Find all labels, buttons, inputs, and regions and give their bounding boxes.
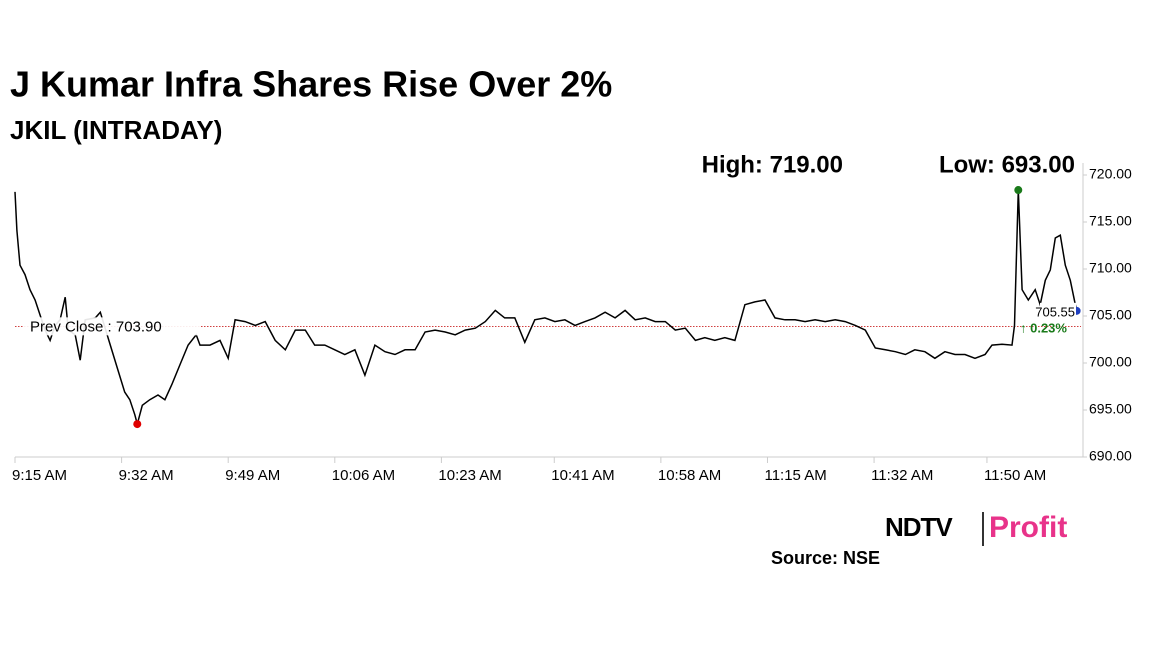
x-tick-label: 9:32 AM <box>119 467 174 484</box>
price-line <box>14 189 1078 428</box>
x-tick-label: 10:23 AM <box>438 467 501 484</box>
x-tick-label: 10:58 AM <box>658 467 721 484</box>
low-marker <box>133 420 142 429</box>
last-price-label: 705.55 <box>1035 304 1075 319</box>
y-tick-label: 715.00 <box>1089 213 1132 229</box>
logo-profit: Profit <box>989 511 1067 544</box>
chart-title: J Kumar Infra Shares Rise Over 2% <box>10 64 612 105</box>
prev-close-label: Prev Close : 703.90 <box>30 318 162 335</box>
x-tick-label: 10:41 AM <box>551 467 614 484</box>
low-label: Low: 693.00 <box>939 151 1075 178</box>
x-tick-label: 9:15 AM <box>12 467 67 484</box>
y-tick-label: 720.00 <box>1089 166 1132 182</box>
prev-close-bg <box>24 317 200 336</box>
last-price-bg <box>1040 302 1076 319</box>
change-label: ↑ 0.23% <box>1020 320 1067 335</box>
y-tick-label: 700.00 <box>1089 354 1132 370</box>
high-marker <box>1014 186 1023 195</box>
y-tick-label: 695.00 <box>1089 401 1132 417</box>
y-tick-label: 690.00 <box>1089 448 1132 464</box>
y-tick-label: 710.00 <box>1089 260 1132 276</box>
x-tick-label: 11:15 AM <box>764 467 826 484</box>
x-tick-label: 11:32 AM <box>871 467 933 484</box>
chart-subtitle: JKIL (INTRADAY) <box>10 115 222 145</box>
y-tick-label: 705.00 <box>1089 307 1132 323</box>
x-tick-label: 9:49 AM <box>225 467 280 484</box>
source: Source: NSE <box>771 548 880 568</box>
logo-ndtv: NDTV <box>885 512 953 542</box>
high-label: High: 719.00 <box>702 151 843 178</box>
x-tick-label: 10:06 AM <box>332 467 395 484</box>
x-tick-label: 11:50 AM <box>984 467 1046 484</box>
